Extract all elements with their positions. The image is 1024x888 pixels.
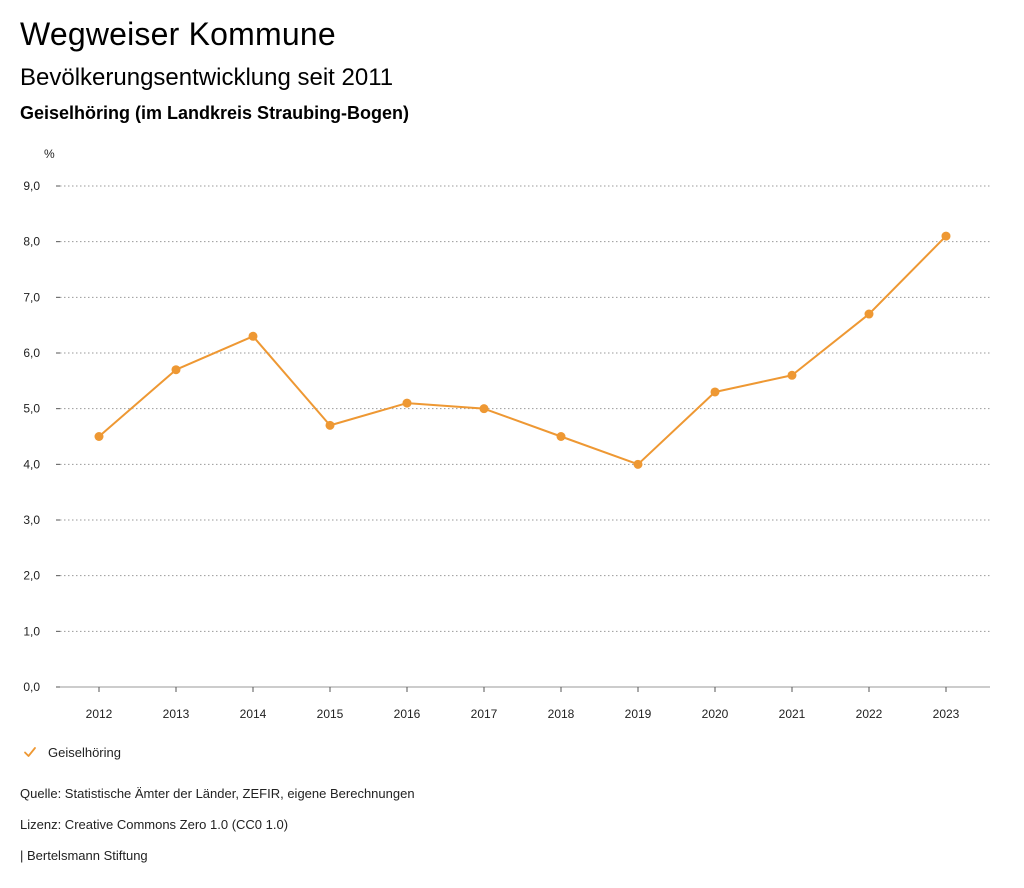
data-point [479, 404, 489, 414]
x-tick-label: 2012 [86, 707, 113, 721]
x-tick-label: 2020 [702, 707, 729, 721]
source-note: Quelle: Statistische Ämter der Länder, Z… [20, 786, 415, 801]
x-tick-label: 2022 [856, 707, 883, 721]
x-tick-label: 2014 [240, 707, 267, 721]
data-point [633, 459, 643, 469]
series-line [98, 235, 947, 466]
line-chart: % 0,0 1,0 2,0 3,0 4,0 5,0 6,0 7,0 8,0 9,0 2012 201… [23, 147, 990, 721]
x-tick-label: 2016 [394, 707, 421, 721]
data-point [787, 370, 797, 380]
data-point [171, 365, 181, 375]
y-tick-label: 5,0 [23, 402, 40, 416]
y-tick-label: 9,0 [23, 179, 40, 193]
page-title: Wegweiser Kommune [20, 16, 336, 52]
y-tick-label: 3,0 [23, 513, 40, 527]
x-tick-label: 2017 [471, 707, 498, 721]
y-tick-label: 1,0 [23, 624, 40, 638]
x-tick-label: 2021 [779, 707, 806, 721]
y-tick-label: 4,0 [23, 457, 40, 471]
check-icon [24, 747, 36, 757]
license-note: Lizenz: Creative Commons Zero 1.0 (CC0 1… [20, 817, 289, 832]
data-point [710, 387, 720, 397]
x-tick-label: 2023 [933, 707, 960, 721]
y-tick-label: 8,0 [23, 235, 40, 249]
legend-label: Geiselhöring [48, 744, 121, 760]
y-tick-label: 6,0 [23, 346, 40, 360]
data-point [556, 432, 566, 441]
data-point [402, 398, 412, 408]
chart-subtitle: Bevölkerungsentwicklung seit 2011 [20, 64, 394, 91]
x-tick-label: 2019 [625, 707, 652, 721]
data-point [864, 309, 874, 319]
x-tick-label: 2015 [317, 707, 344, 721]
x-tick-label: 2013 [163, 707, 190, 721]
y-tick-label: 7,0 [23, 290, 40, 304]
y-tick-label: 2,0 [23, 569, 40, 583]
y-tick-label: 0,0 [23, 680, 40, 694]
data-point [325, 420, 335, 430]
region-label: Geiselhöring (im Landkreis Straubing-Bog… [20, 103, 410, 123]
data-point [248, 331, 258, 341]
publisher-note: | Bertelsmann Stiftung [20, 848, 148, 863]
legend[interactable]: Geiselhöring [22, 744, 121, 760]
y-axis-unit-label: % [44, 147, 55, 161]
x-tick-label: 2018 [548, 707, 575, 721]
data-point [941, 231, 951, 241]
data-point [94, 432, 104, 441]
